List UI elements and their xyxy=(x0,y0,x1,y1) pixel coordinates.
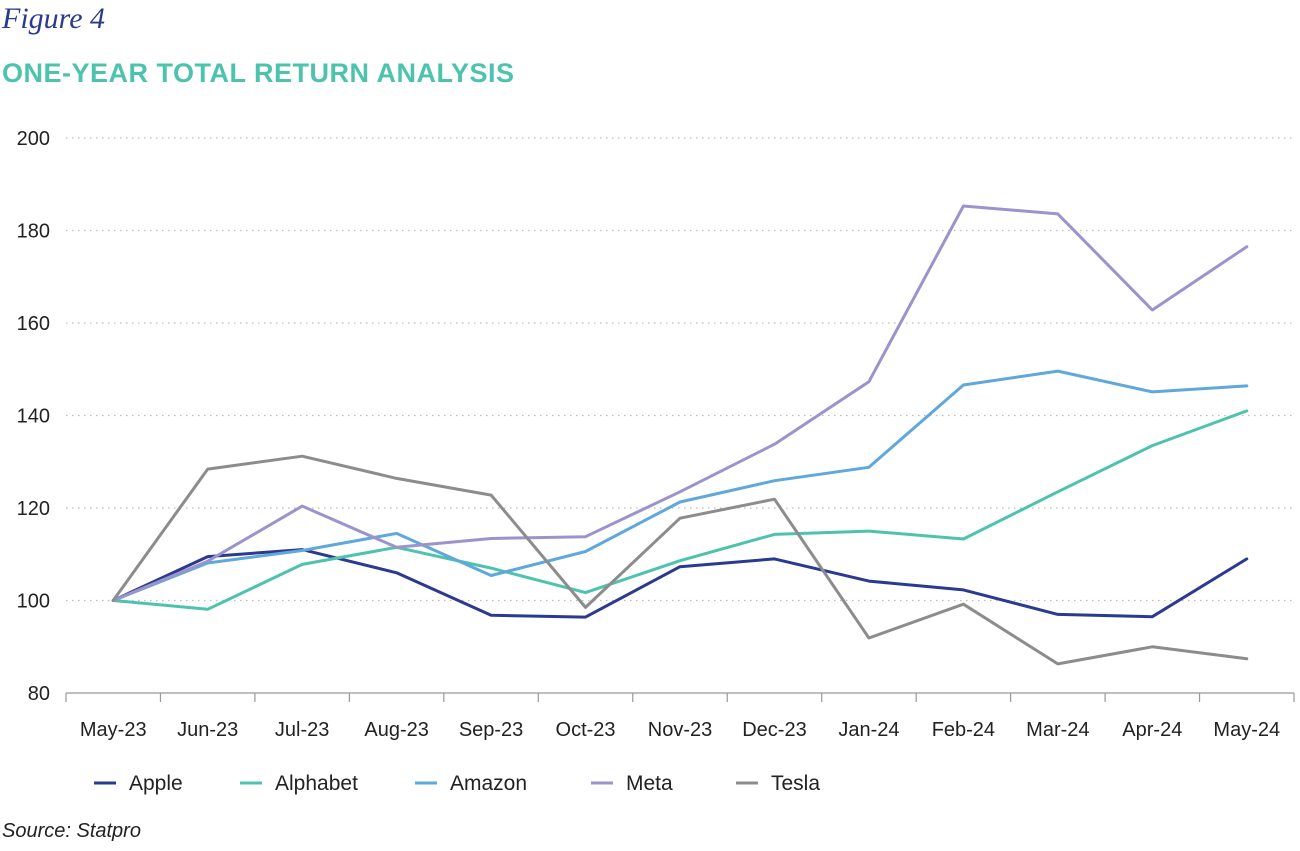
y-tick-label: 100 xyxy=(17,591,50,613)
x-tick-label: Jun-23 xyxy=(177,719,238,741)
legend-label: Meta xyxy=(626,772,673,795)
x-tick-label: Apr-24 xyxy=(1122,719,1182,741)
x-axis xyxy=(65,692,1295,702)
y-tick-label: 120 xyxy=(17,498,50,520)
x-tick-label: Jan-24 xyxy=(838,719,899,741)
series-line-meta xyxy=(111,204,1249,602)
legend-label: Amazon xyxy=(450,772,527,795)
y-tick-label: 140 xyxy=(17,406,50,428)
x-tick-label: Dec-23 xyxy=(742,719,806,741)
series-line-amazon xyxy=(111,369,1249,602)
chart-title: ONE-YEAR TOTAL RETURN ANALYSIS xyxy=(2,58,515,88)
y-axis-tick-labels: 80 100 120 140 160 180 200 xyxy=(17,128,50,705)
x-tick-label: Feb-24 xyxy=(932,719,995,741)
legend-item-tesla: Tesla xyxy=(736,772,820,795)
y-tick-label: 200 xyxy=(17,128,50,150)
legend: Apple Alphabet Amazon Meta Tesla xyxy=(94,772,820,795)
x-tick-label: Nov-23 xyxy=(648,719,712,741)
legend-label: Alphabet xyxy=(275,772,358,795)
x-tick-label: Jul-23 xyxy=(275,719,329,741)
x-tick-label: Mar-24 xyxy=(1026,719,1089,741)
legend-label: Tesla xyxy=(771,772,820,795)
series-line-alphabet xyxy=(111,409,1249,611)
series-lines xyxy=(111,204,1249,666)
legend-item-amazon: Amazon xyxy=(415,772,527,795)
legend-item-alphabet: Alphabet xyxy=(240,772,358,795)
x-tick-label: Aug-23 xyxy=(364,719,429,741)
x-tick-label: May-23 xyxy=(80,719,147,741)
legend-item-apple: Apple xyxy=(94,772,183,795)
figure-label: Figure 4 xyxy=(2,2,106,35)
grid-lines xyxy=(66,137,1294,602)
x-tick-label: Oct-23 xyxy=(556,719,616,741)
x-tick-label: May-24 xyxy=(1213,719,1280,741)
y-tick-label: 160 xyxy=(17,313,50,335)
x-tick-label: Sep-23 xyxy=(459,719,524,741)
x-axis-tick-labels: May-23 Jun-23 Jul-23 Aug-23 Sep-23 Oct-23 Nov-… xyxy=(80,719,1280,741)
y-tick-label: 80 xyxy=(28,683,50,705)
series-line-tesla xyxy=(111,454,1249,666)
source-note: Source: Statpro xyxy=(2,820,141,842)
legend-label: Apple xyxy=(129,772,183,795)
legend-item-meta: Meta xyxy=(591,772,673,795)
y-tick-label: 180 xyxy=(17,221,50,243)
